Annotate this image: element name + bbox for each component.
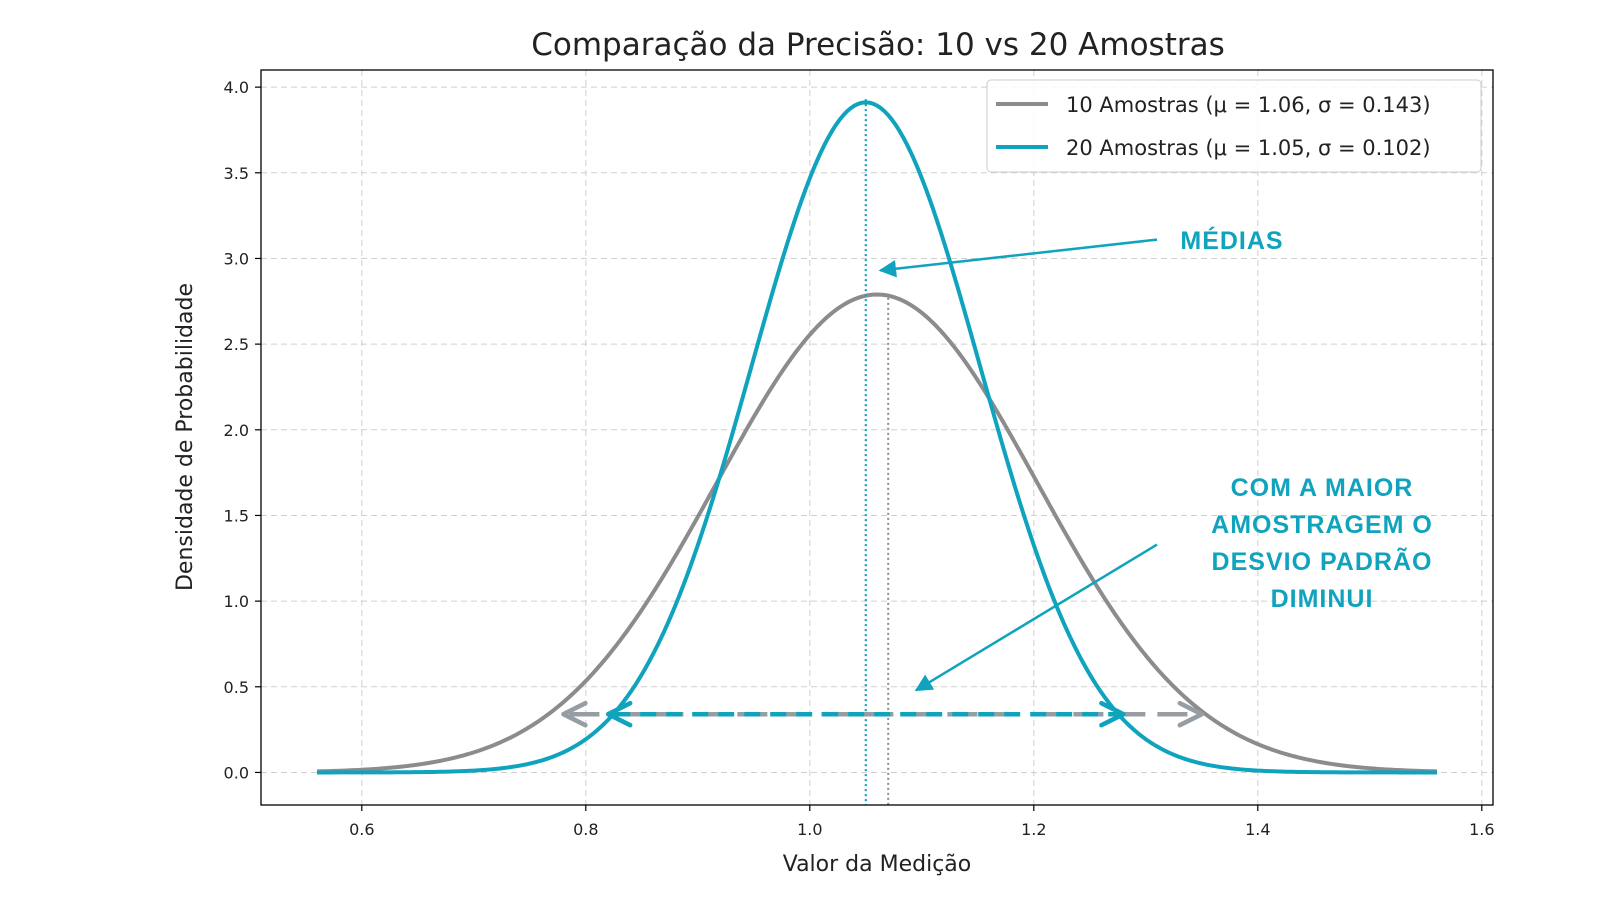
x-tick-label: 1.2 xyxy=(1021,820,1046,839)
y-tick-label: 0.5 xyxy=(224,678,249,697)
x-tick-label: 1.6 xyxy=(1469,820,1494,839)
annotation-text-line: DIMINUI xyxy=(1271,585,1374,613)
spread-arrow-head-right-10-amostras xyxy=(1177,700,1205,728)
y-tick-label: 2.0 xyxy=(224,421,249,440)
annotation-text-line: MÉDIAS xyxy=(1180,226,1283,255)
spread-arrow-head-left-20-amostras xyxy=(605,700,633,728)
x-tick-label: 0.6 xyxy=(349,820,374,839)
x-tick-label: 1.0 xyxy=(797,820,822,839)
annotation-text-line: AMOSTRAGEM O xyxy=(1211,511,1433,539)
x-axis-ticks: 0.6 0.8 1.0 1.2 1.4 1.6 xyxy=(349,805,1495,839)
y-axis-label: Densidade de Probabilidade xyxy=(173,283,198,591)
x-tick-label: 1.4 xyxy=(1245,820,1270,839)
x-axis-label: Valor da Medição xyxy=(783,852,972,877)
y-tick-label: 3.5 xyxy=(224,164,249,183)
y-tick-label: 4.0 xyxy=(224,78,249,97)
y-tick-label: 2.5 xyxy=(224,335,249,354)
series-layer xyxy=(316,100,1438,775)
spread-arrow-head-left-10-amostras xyxy=(561,700,588,728)
grid-lines xyxy=(261,70,1493,805)
mean-lines xyxy=(864,99,890,805)
annotation-arrow-2 xyxy=(914,543,1158,692)
y-tick-label: 3.0 xyxy=(224,249,249,268)
chart-title: Comparação da Precisão: 10 vs 20 Amostra… xyxy=(531,27,1225,63)
legend-box xyxy=(986,79,1482,173)
series-line-10-amostras xyxy=(316,292,1438,774)
y-axis-ticks: 0.0 0.5 1.0 1.5 2.0 2.5 3.0 3.5 4.0 xyxy=(224,78,261,782)
series-line-20-amostras xyxy=(317,100,1438,775)
spread-arrow-head-right-20-amostras xyxy=(1099,700,1126,728)
annotation-text-line: COM A MAIOR xyxy=(1231,474,1414,502)
y-tick-label: 1.0 xyxy=(224,592,249,611)
y-tick-label: 0.0 xyxy=(224,763,249,782)
annotation-text-line: DESVIO PADRÃO xyxy=(1212,546,1433,576)
spread-arrows xyxy=(561,700,1205,728)
legend-label-20-amostras: 20 Amostras (μ = 1.05, σ = 0.102) xyxy=(1066,136,1431,160)
x-tick-label: 0.8 xyxy=(573,820,598,839)
plot-frame xyxy=(260,69,1494,806)
legend: 10 Amostras (μ = 1.06, σ = 0.143) 20 Amo… xyxy=(986,79,1482,173)
annotations: MÉDIAS COM A MAIOR AMOSTRAGEM O DESVIO PADR… xyxy=(878,226,1433,692)
legend-label-10-amostras: 10 Amostras (μ = 1.06, σ = 0.143) xyxy=(1066,93,1431,117)
annotation-arrow-1 xyxy=(878,238,1158,278)
y-tick-label: 1.5 xyxy=(224,506,249,525)
